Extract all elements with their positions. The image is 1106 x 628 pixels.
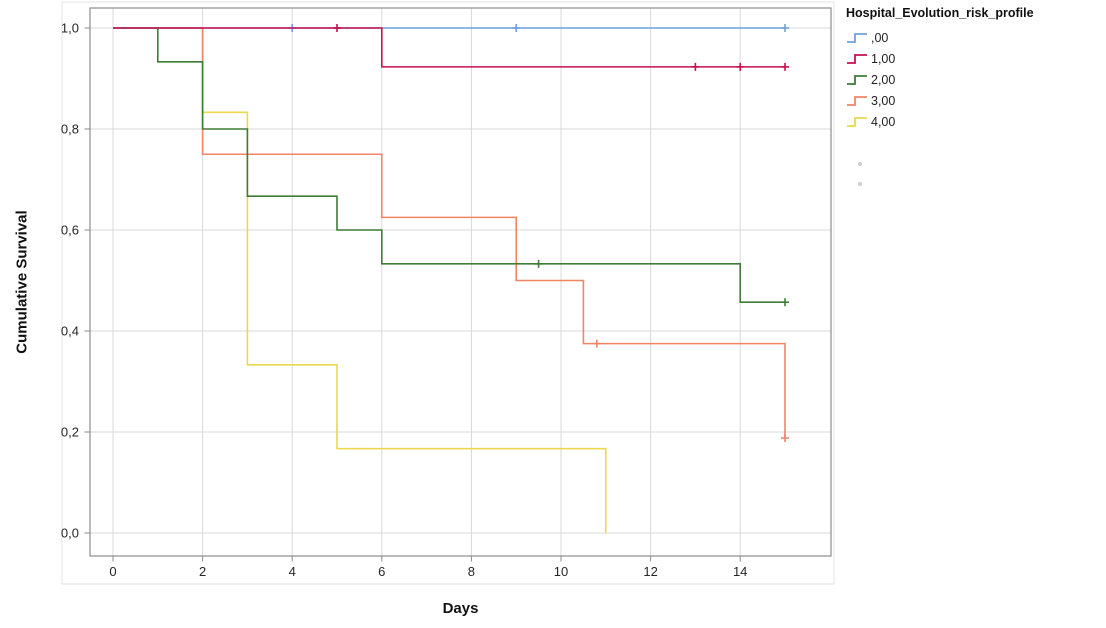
x-tick-label: 2 [199, 564, 206, 579]
y-tick-label: 0,4 [61, 324, 79, 339]
legend-entry-label: 2,00 [871, 72, 896, 87]
y-tick-label: 0,2 [61, 425, 79, 440]
legend-entry-2: 2,00 [846, 69, 1104, 90]
km-curve [113, 27, 786, 439]
legend-line-glyph [847, 74, 867, 85]
y-tick-label: 1,0 [61, 21, 79, 36]
km-curve [113, 27, 785, 68]
legend-entry-1: 1,00 [846, 48, 1104, 69]
legend-entry-3: 3,00 [846, 90, 1104, 111]
x-axis-title: Days [442, 600, 479, 617]
y-tick-label: 0,6 [61, 223, 79, 238]
legend-entry-label: 1,00 [871, 51, 896, 66]
legend-title: Hospital_Evolution_risk_profile [846, 6, 1034, 20]
x-tick-label: 8 [468, 564, 475, 579]
legend-entry-label: 3,00 [871, 93, 896, 108]
x-tick-label: 12 [643, 564, 657, 579]
x-tick-label: 0 [109, 564, 116, 579]
x-tick-label: 6 [378, 564, 385, 579]
plot-border [89, 7, 832, 557]
legend-entry-label: ,00 [871, 30, 889, 45]
y-tick-label: 0,8 [61, 122, 79, 137]
legend-entries: ,00 1,00 2,00 3,00 4,00 [846, 27, 1104, 132]
x-tick-label: 10 [554, 564, 568, 579]
legend-censored-dot [858, 162, 862, 166]
km-curve [113, 27, 785, 304]
legend-line-glyph [847, 32, 867, 43]
chart-outer-frame [61, 1, 835, 585]
legend-censored-dot [858, 182, 862, 186]
x-tick-label: 4 [289, 564, 296, 579]
legend-entry-0: ,00 [846, 27, 1104, 48]
y-axis-title: Cumulative Survival [13, 210, 31, 354]
legend-line-glyph [847, 116, 867, 127]
legend-entry-label: 4,00 [871, 114, 896, 129]
legend-entry-4: 4,00 [846, 111, 1104, 132]
legend-line-glyph [847, 53, 867, 64]
legend-line-glyph [847, 95, 867, 106]
x-tick-label: 14 [733, 564, 747, 579]
legend: Hospital_Evolution_risk_profile ,00 1,00 2… [846, 6, 1104, 186]
km-series-2 [113, 27, 789, 307]
km-series-1 [113, 24, 789, 71]
km-series-3 [113, 27, 789, 443]
y-tick-label: 0,0 [61, 526, 79, 541]
